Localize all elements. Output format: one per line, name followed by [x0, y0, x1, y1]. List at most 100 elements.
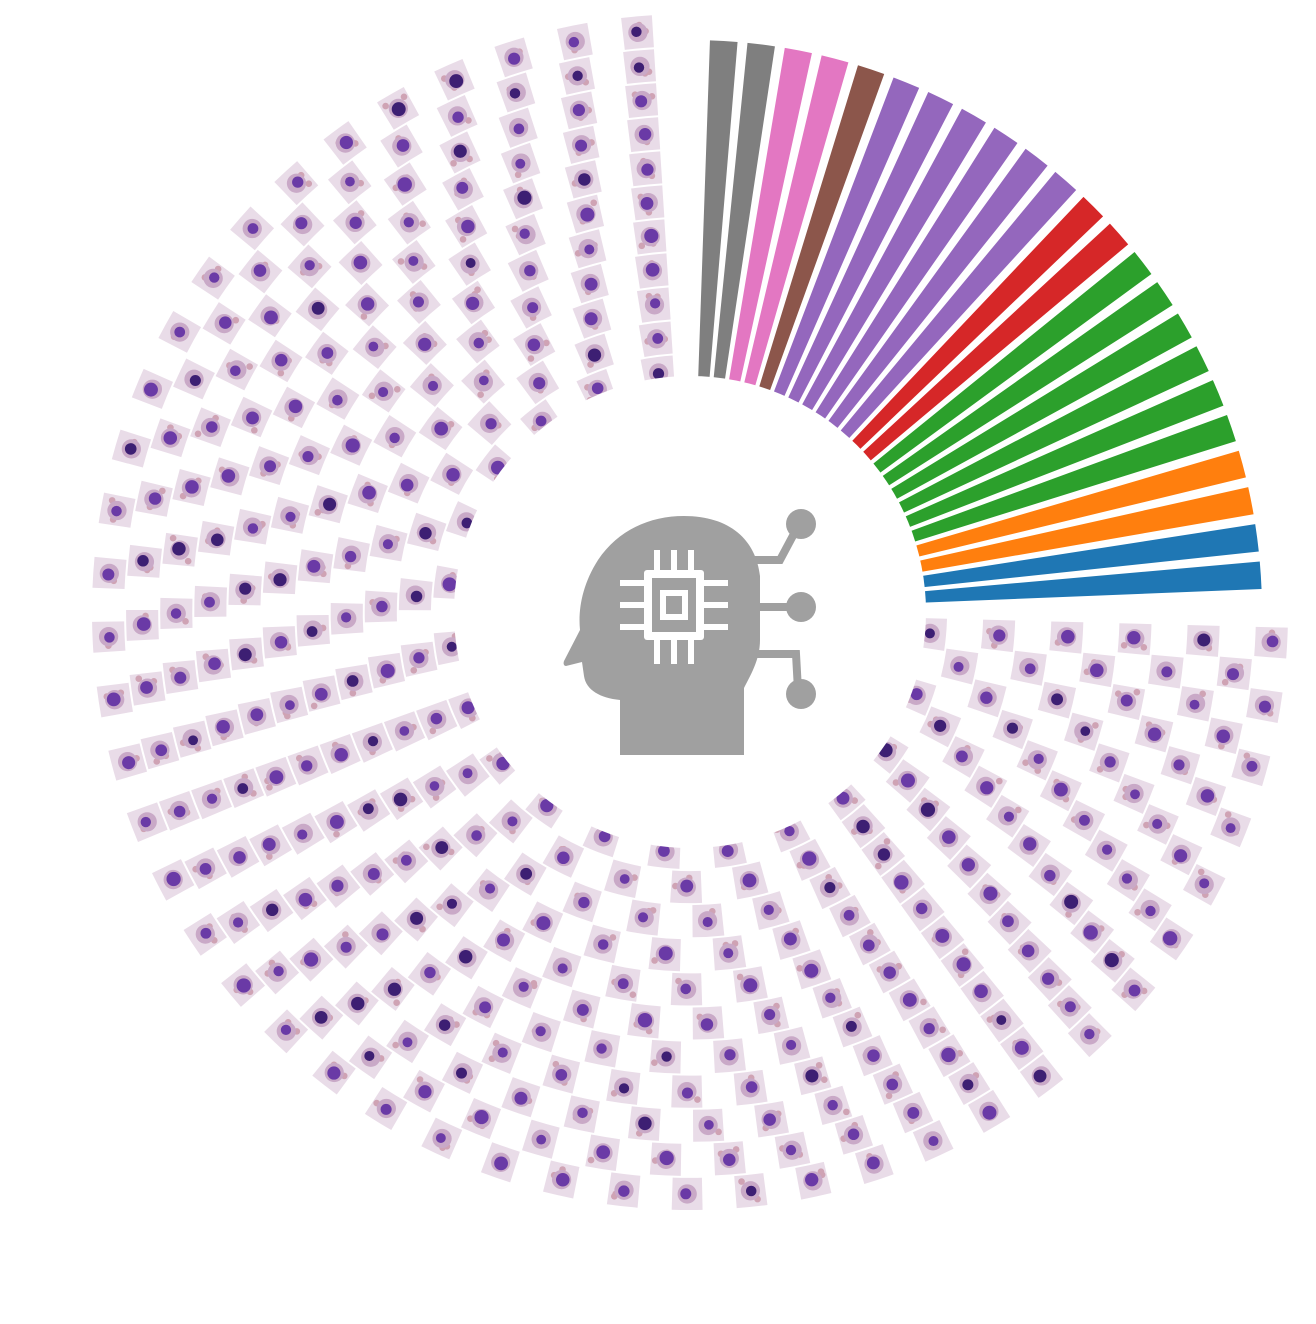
cell-nucleus-mark — [584, 277, 598, 291]
cell-nucleus-mark — [1101, 844, 1113, 855]
cell-nucleus-mark — [961, 858, 975, 872]
band-green-5 — [886, 380, 1224, 535]
cell-nucleus-mark — [580, 207, 595, 222]
red-cell-mark — [314, 509, 322, 516]
cell-nucleus-mark — [1174, 849, 1188, 863]
cell-nucleus-mark — [923, 1022, 935, 1035]
cell-nucleus-mark — [323, 497, 337, 511]
cell-nucleus-mark — [200, 927, 212, 939]
cell-nucleus-mark — [635, 95, 648, 108]
red-cell-mark — [349, 689, 357, 697]
cell-nucleus-mark — [321, 347, 334, 359]
cell-nucleus-mark — [302, 450, 314, 463]
red-cell-mark — [736, 973, 744, 981]
cell-nucleus-mark — [238, 648, 252, 662]
cell-nucleus-mark — [1226, 668, 1240, 681]
band-gray-2 — [711, 42, 775, 400]
red-cell-mark — [854, 1011, 862, 1019]
cell-nucleus-mark — [399, 726, 410, 736]
cell-nucleus-mark — [465, 258, 476, 268]
cell-nucleus-mark — [1266, 635, 1279, 648]
cell-nucleus-mark — [485, 418, 497, 430]
red-cell-mark — [651, 957, 658, 964]
cell-nucleus-mark — [266, 903, 279, 917]
cell-nucleus-mark — [1189, 699, 1200, 710]
cell-nucleus-mark — [555, 1069, 568, 1081]
red-cell-mark — [153, 758, 161, 765]
cell-nucleus-mark — [1003, 811, 1014, 822]
cell-nucleus-mark — [928, 1136, 939, 1147]
cell-nucleus-mark — [232, 917, 244, 928]
cell-nucleus-mark — [494, 1156, 508, 1171]
cell-nucleus-mark — [199, 863, 212, 875]
cell-nucleus-mark — [645, 262, 660, 277]
red-cell-mark — [459, 236, 467, 243]
cell-nucleus-mark — [331, 879, 344, 892]
cell-nucleus-mark — [430, 712, 443, 725]
cell-nucleus-mark — [507, 816, 518, 827]
cell-nucleus-mark — [824, 882, 836, 894]
band-red-1 — [837, 196, 1104, 464]
cell-nucleus-mark — [557, 963, 568, 974]
cell-nucleus-mark — [1225, 823, 1236, 834]
red-cell-mark — [169, 534, 177, 542]
cell-nucleus-mark — [104, 632, 115, 643]
cell-nucleus-mark — [658, 946, 673, 961]
band-orange-2 — [899, 487, 1254, 576]
cell-nucleus-mark — [397, 177, 412, 192]
cell-nucleus-mark — [514, 1091, 528, 1105]
band-brown-1 — [753, 65, 885, 410]
cell-nucleus-mark — [535, 1026, 546, 1037]
cell-nucleus-mark — [170, 608, 182, 619]
cell-nucleus-mark — [376, 928, 389, 941]
cell-nucleus-mark — [597, 939, 609, 950]
red-cell-mark — [543, 339, 550, 347]
cell-nucleus-mark — [557, 851, 570, 865]
cell-nucleus-mark — [785, 1039, 797, 1051]
cell-nucleus-mark — [140, 681, 153, 694]
cell-nucleus-mark — [1197, 633, 1211, 647]
cell-nucleus-mark — [497, 1047, 508, 1058]
red-cell-mark — [590, 199, 598, 207]
cell-nucleus-mark — [1061, 629, 1075, 644]
cell-nucleus-mark — [292, 176, 304, 188]
cell-nucleus-mark — [700, 1018, 714, 1031]
cell-nucleus-mark — [340, 941, 352, 953]
red-cell-mark — [1224, 811, 1232, 818]
cell-nucleus-mark — [619, 874, 630, 884]
red-cell-mark — [1143, 821, 1150, 829]
circuit-nodes — [786, 509, 816, 709]
cell-nucleus-mark — [172, 541, 186, 556]
cell-nucleus-mark — [568, 36, 580, 48]
cell-nucleus-mark — [236, 978, 251, 993]
red-cell-mark — [305, 180, 313, 187]
cell-nucleus-mark — [598, 830, 611, 843]
cell-nucleus-mark — [471, 830, 482, 841]
cell-nucleus-mark — [206, 793, 218, 804]
cell-nucleus-mark — [367, 868, 380, 880]
cell-nucleus-mark — [378, 386, 389, 398]
cell-nucleus-mark — [408, 255, 419, 266]
cell-nucleus-mark — [641, 163, 654, 176]
cell-nucleus-mark — [1080, 726, 1091, 737]
red-cell-mark — [875, 862, 882, 870]
cell-nucleus-mark — [349, 216, 362, 229]
cell-nucleus-mark — [638, 128, 652, 141]
cell-nucleus-mark — [1033, 753, 1044, 764]
cell-nucleus-mark — [264, 460, 277, 473]
cell-nucleus-mark — [339, 135, 353, 150]
cell-nucleus-mark — [137, 555, 149, 567]
cell-nucleus-mark — [924, 628, 935, 639]
red-cell-mark — [883, 838, 891, 845]
cell-nucleus-mark — [843, 909, 855, 921]
red-cell-mark — [715, 1128, 722, 1136]
cell-nucleus-mark — [400, 478, 414, 492]
cell-nucleus-mark — [393, 792, 408, 807]
cell-nucleus-mark — [353, 255, 368, 270]
chip-icon — [620, 550, 728, 664]
cell-nucleus-mark — [173, 805, 186, 818]
cell-nucleus-mark — [295, 217, 308, 230]
cell-nucleus-mark — [638, 1116, 652, 1131]
cell-nucleus-mark — [572, 70, 583, 82]
red-cell-mark — [474, 286, 481, 294]
